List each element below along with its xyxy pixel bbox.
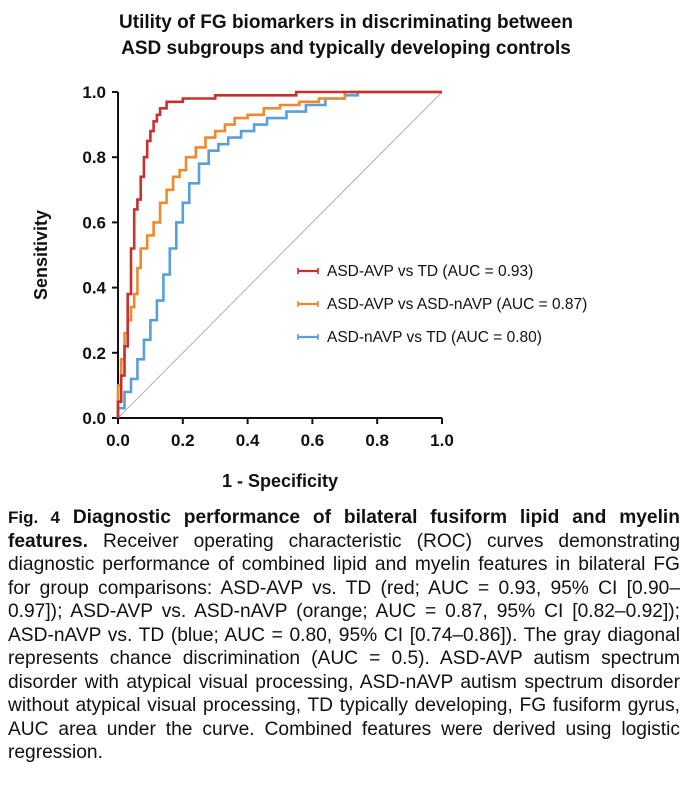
- x-tick-label: 0.0: [106, 431, 130, 450]
- x-axis-label: 1 - Specificity: [222, 471, 338, 491]
- legend-entry-label: ASD-nAVP vs TD (AUC = 0.80): [327, 329, 542, 346]
- y-tick-label: 0.6: [82, 213, 106, 232]
- x-tick-label: 0.2: [171, 431, 195, 450]
- chart-title-line-1: Utility of FG biomarkers in discriminati…: [119, 12, 573, 33]
- chart-title-line-2: ASD subgroups and typically developing c…: [121, 38, 571, 59]
- caption-title: Diagnostic performance of bilateral fusi…: [8, 507, 680, 552]
- legend-entry-label: ASD-AVP vs TD (AUC = 0.93): [327, 263, 533, 280]
- series-asd-avp-vs-td-line: [116, 90, 442, 418]
- legend: ASD-AVP vs TD (AUC = 0.93) ASD-AVP vs ASD…: [297, 263, 587, 346]
- roc-figure: Utility of FG biomarkers in discriminati…: [31, 12, 587, 491]
- roc-chart: Utility of FG biomarkers in discriminati…: [31, 12, 587, 491]
- y-tick-label: 0.0: [82, 409, 106, 428]
- series-asd-avp-vs-asd-navp-line: [116, 90, 442, 418]
- plot-area: 0.0 0.2 0.4 0.6 0.8 1.0 0.0 0.2 0.4 0.6 0.8 1.0: [82, 83, 453, 450]
- caption-figure-label: Fig. 4: [8, 508, 60, 527]
- legend-entry-label: ASD-AVP vs ASD-nAVP (AUC = 0.87): [327, 296, 587, 313]
- y-tick-label: 0.4: [82, 279, 106, 298]
- series-asd-navp-vs-td-line: [116, 90, 442, 418]
- y-tick-label: 0.8: [82, 148, 106, 167]
- figure-caption: Fig. 4 Diagnostic performance of bilater…: [8, 506, 680, 765]
- x-tick-label: 0.6: [301, 431, 325, 450]
- y-axis-label: Sensitivity: [31, 210, 51, 300]
- x-tick-label: 0.8: [365, 431, 389, 450]
- y-tick-label: 1.0: [82, 83, 106, 102]
- chance-diagonal-line: [117, 91, 443, 419]
- y-tick-label: 0.2: [82, 344, 106, 363]
- caption-body: Receiver operating characteristic (ROC) …: [8, 530, 680, 764]
- x-tick-label: 0.4: [236, 431, 260, 450]
- x-tick-label: 1.0: [430, 431, 454, 450]
